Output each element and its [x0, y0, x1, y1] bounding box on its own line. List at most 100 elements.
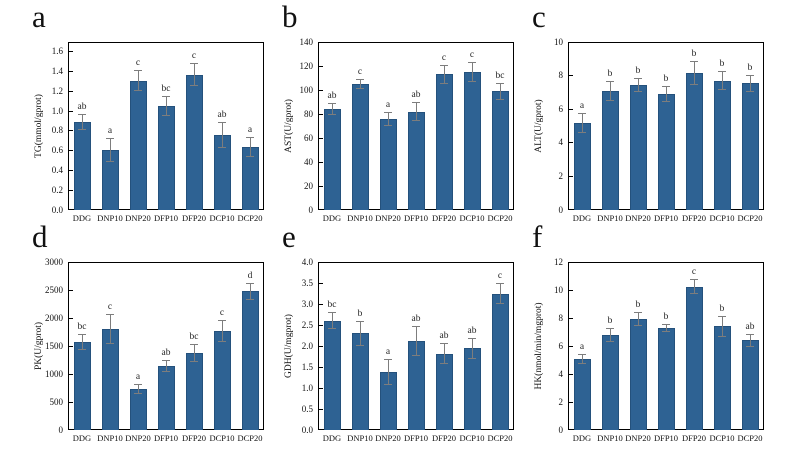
- error-bar-line: [165, 96, 167, 117]
- y-tick-mark: [69, 345, 73, 347]
- error-bar-line: [359, 79, 361, 89]
- panel-letter-f: f: [532, 219, 543, 254]
- bar: [407, 111, 425, 210]
- y-tick-label: 3000: [45, 256, 63, 267]
- error-bar-cap-top: [634, 312, 642, 314]
- bar: [713, 326, 731, 430]
- error-bar-cap-bottom: [328, 328, 336, 330]
- error-bar-cap-top: [412, 325, 420, 327]
- significance-letter: b: [719, 59, 725, 70]
- error-bar-cap-bottom: [662, 101, 670, 103]
- x-tick-label: DCP10: [709, 433, 735, 443]
- y-tick-label: 0.0: [51, 204, 63, 215]
- error-bar-cap-bottom: [328, 114, 336, 116]
- y-tick-mark: [569, 401, 573, 403]
- x-tick-label: DCP20: [237, 213, 263, 223]
- error-bar-cap-top: [440, 64, 448, 66]
- x-tick-label: DCP10: [459, 433, 485, 443]
- y-tick-mark: [69, 90, 73, 92]
- y-axis-label: PK(U/gprot): [34, 321, 44, 371]
- y-tick-mark: [319, 324, 323, 326]
- x-tick-label: DCP20: [237, 433, 263, 443]
- x-tick-label: DFP10: [653, 213, 679, 223]
- bar: [685, 286, 703, 430]
- error-bar-cap-top: [106, 314, 114, 316]
- error-bar-cap-top: [662, 85, 670, 87]
- x-tick-label: DNP20: [125, 433, 151, 443]
- error-bar-line: [331, 103, 333, 116]
- error-bar-cap-bottom: [496, 303, 504, 304]
- y-tick-mark: [569, 75, 573, 77]
- y-tick-mark: [69, 110, 73, 112]
- error-bar-cap-top: [634, 78, 642, 80]
- x-tick-label: DNP20: [625, 433, 651, 443]
- error-bar-cap-top: [246, 282, 254, 284]
- x-tick-label: DCP20: [487, 213, 513, 223]
- significance-letter: a: [385, 347, 391, 358]
- y-tick-label: 2000: [45, 312, 63, 323]
- x-tick-label: DFP20: [681, 433, 707, 443]
- y-tick-label: 1000: [45, 368, 63, 379]
- error-bar-cap-bottom: [746, 345, 754, 347]
- bar: [491, 91, 509, 210]
- significance-letter: b: [747, 62, 753, 73]
- error-bar-line: [193, 62, 195, 87]
- error-bar-cap-top: [190, 62, 198, 64]
- error-bar-cap-top: [718, 71, 726, 73]
- x-tick-label: DCP10: [709, 213, 735, 223]
- bar: [129, 80, 147, 210]
- significance-letter: b: [607, 315, 613, 326]
- significance-letter: ab: [467, 325, 477, 336]
- significance-letter: ab: [439, 330, 449, 341]
- y-tick-mark: [569, 142, 573, 144]
- bar: [157, 366, 175, 430]
- error-bar-cap-bottom: [190, 360, 198, 362]
- y-tick-label: 2: [558, 170, 564, 181]
- significance-letter: bc: [189, 331, 199, 342]
- x-tick-label: DDG: [72, 213, 92, 223]
- y-tick-label: 10: [554, 284, 563, 295]
- y-tick-mark: [69, 317, 73, 319]
- error-bar-cap-bottom: [162, 115, 170, 117]
- error-bar-cap-top: [134, 69, 142, 71]
- error-bar-cap-bottom: [746, 90, 754, 92]
- chart-plot-e: 0.0 0.5 1.0 1.5 2.0 2.5 3.0 3.5 4.0 GDH(U/mgprot)…: [280, 228, 530, 443]
- error-bar-cap-bottom: [246, 298, 254, 300]
- bar: [351, 333, 369, 430]
- x-tick-label: DNP10: [597, 213, 623, 223]
- bar: [629, 84, 647, 210]
- error-bar-cap-top: [106, 137, 114, 139]
- panel-f: f 0 2 4 6 8 10 12 HK(nmol/min/mgprot) a DDG b DNP10…: [530, 219, 780, 443]
- bar: [323, 320, 341, 430]
- x-tick-label: DDG: [322, 213, 342, 223]
- error-bar-cap-top: [246, 136, 254, 138]
- bar: [491, 293, 509, 430]
- significance-letter: c: [691, 266, 697, 277]
- error-bar-line: [249, 282, 251, 300]
- x-tick-label: DNP20: [375, 433, 401, 443]
- error-bar-cap-top: [218, 320, 226, 322]
- error-bar-cap-top: [468, 337, 476, 339]
- panel-letter-c: c: [532, 0, 546, 34]
- error-bar-cap-top: [328, 103, 336, 105]
- significance-letter: c: [469, 50, 475, 61]
- error-bar-cap-top: [662, 323, 670, 325]
- error-bar-cap-top: [746, 334, 754, 336]
- y-tick-mark: [69, 261, 73, 263]
- x-tick-label: DFP20: [181, 433, 207, 443]
- significance-letter: b: [719, 303, 725, 314]
- error-bar-cap-top: [496, 82, 504, 84]
- y-tick-mark: [69, 401, 73, 403]
- bar: [601, 90, 619, 210]
- significance-letter: b: [357, 308, 363, 319]
- bar: [241, 291, 259, 430]
- error-bar-line: [415, 102, 417, 122]
- y-tick-mark: [319, 408, 323, 410]
- chart-plot-c: 0 2 4 6 8 10 ALT(U/gprot) a DDG b DNP10 b DNP20 b DFP1…: [530, 8, 780, 223]
- y-tick-mark: [69, 373, 73, 375]
- y-tick-mark: [319, 65, 323, 67]
- error-bar-cap-top: [578, 112, 586, 114]
- y-tick-label: 4: [558, 368, 564, 379]
- y-tick-mark: [569, 261, 573, 263]
- y-tick-mark: [319, 137, 323, 139]
